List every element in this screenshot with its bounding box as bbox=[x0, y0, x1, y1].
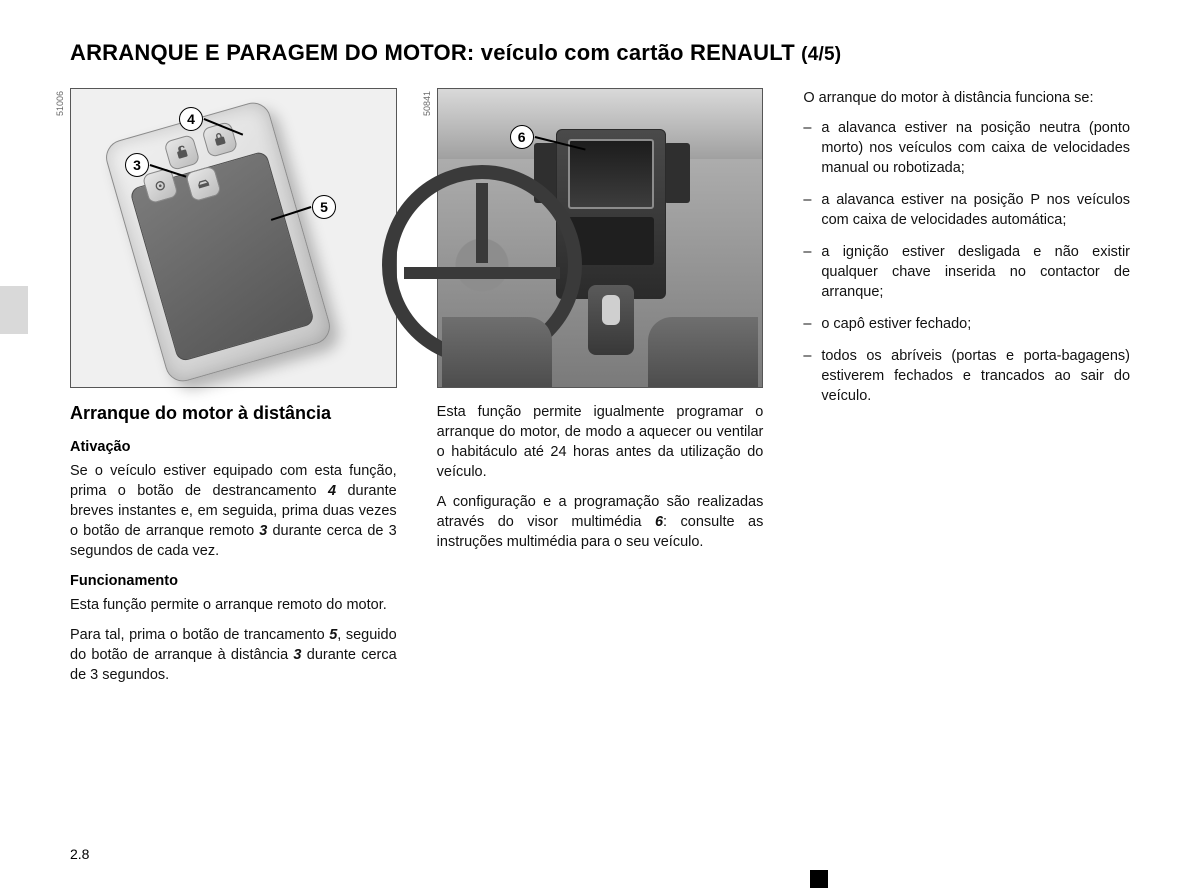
page-title-suffix: (4/5) bbox=[801, 44, 841, 65]
page-title: ARRANQUE E PARAGEM DO MOTOR: veículo com… bbox=[70, 40, 1130, 66]
program-text: Esta função permite igualmente programar… bbox=[437, 402, 764, 482]
activation-text: Se o veículo estiver equipado com esta f… bbox=[70, 461, 397, 561]
content-columns: 51006 bbox=[70, 88, 1130, 695]
list-item: o capô estiver fechado; bbox=[803, 314, 1130, 334]
callout-6-label: 6 bbox=[510, 125, 534, 149]
operation-subheading: Funcionamento bbox=[70, 573, 397, 589]
conditions-intro: O arranque do motor à distância funciona… bbox=[803, 88, 1130, 108]
column-1: 51006 bbox=[70, 88, 397, 695]
callout-3: 3 bbox=[125, 153, 188, 177]
activation-subheading: Ativação bbox=[70, 439, 397, 455]
list-item: a alavanca estiver na posição P nos veíc… bbox=[803, 190, 1130, 230]
callout-5: 5 bbox=[269, 195, 336, 219]
page-title-text: ARRANQUE E PARAGEM DO MOTOR: veículo com… bbox=[70, 40, 801, 65]
callout-5-label: 5 bbox=[312, 195, 336, 219]
callout-4-label: 4 bbox=[179, 107, 203, 131]
callout-4: 4 bbox=[179, 107, 246, 131]
figure-dashboard: 50841 6 bbox=[437, 88, 764, 388]
keycard-illustration bbox=[71, 89, 396, 387]
conditions-list: a alavanca estiver na posição neutra (po… bbox=[803, 118, 1130, 406]
list-item: a alavanca estiver na posição neutra (po… bbox=[803, 118, 1130, 178]
callout-3-label: 3 bbox=[125, 153, 149, 177]
config-text: A configuração e a programação são reali… bbox=[437, 492, 764, 552]
figure-keycard: 51006 bbox=[70, 88, 397, 388]
callout-6: 6 bbox=[510, 125, 587, 149]
list-item: a ignição estiver desligada e não existi… bbox=[803, 242, 1130, 302]
list-item: todos os abríveis (portas e porta-bagage… bbox=[803, 346, 1130, 406]
operation-text-1: Esta função permite o arranque remoto do… bbox=[70, 595, 397, 615]
operation-text-2: Para tal, prima o botão de trancamento 5… bbox=[70, 625, 397, 685]
multimedia-screen bbox=[568, 139, 654, 209]
figure-id: 50841 bbox=[422, 91, 432, 116]
dashboard-illustration bbox=[438, 89, 763, 387]
manual-page: ARRANQUE E PARAGEM DO MOTOR: veículo com… bbox=[0, 0, 1200, 888]
column-3: O arranque do motor à distância funciona… bbox=[803, 88, 1130, 695]
column-2: 50841 6 bbox=[437, 88, 764, 695]
figure-id: 51006 bbox=[55, 91, 65, 116]
page-number: 2.8 bbox=[70, 846, 89, 862]
crop-mark bbox=[810, 870, 828, 888]
remote-start-heading: Arranque do motor à distância bbox=[70, 402, 397, 425]
